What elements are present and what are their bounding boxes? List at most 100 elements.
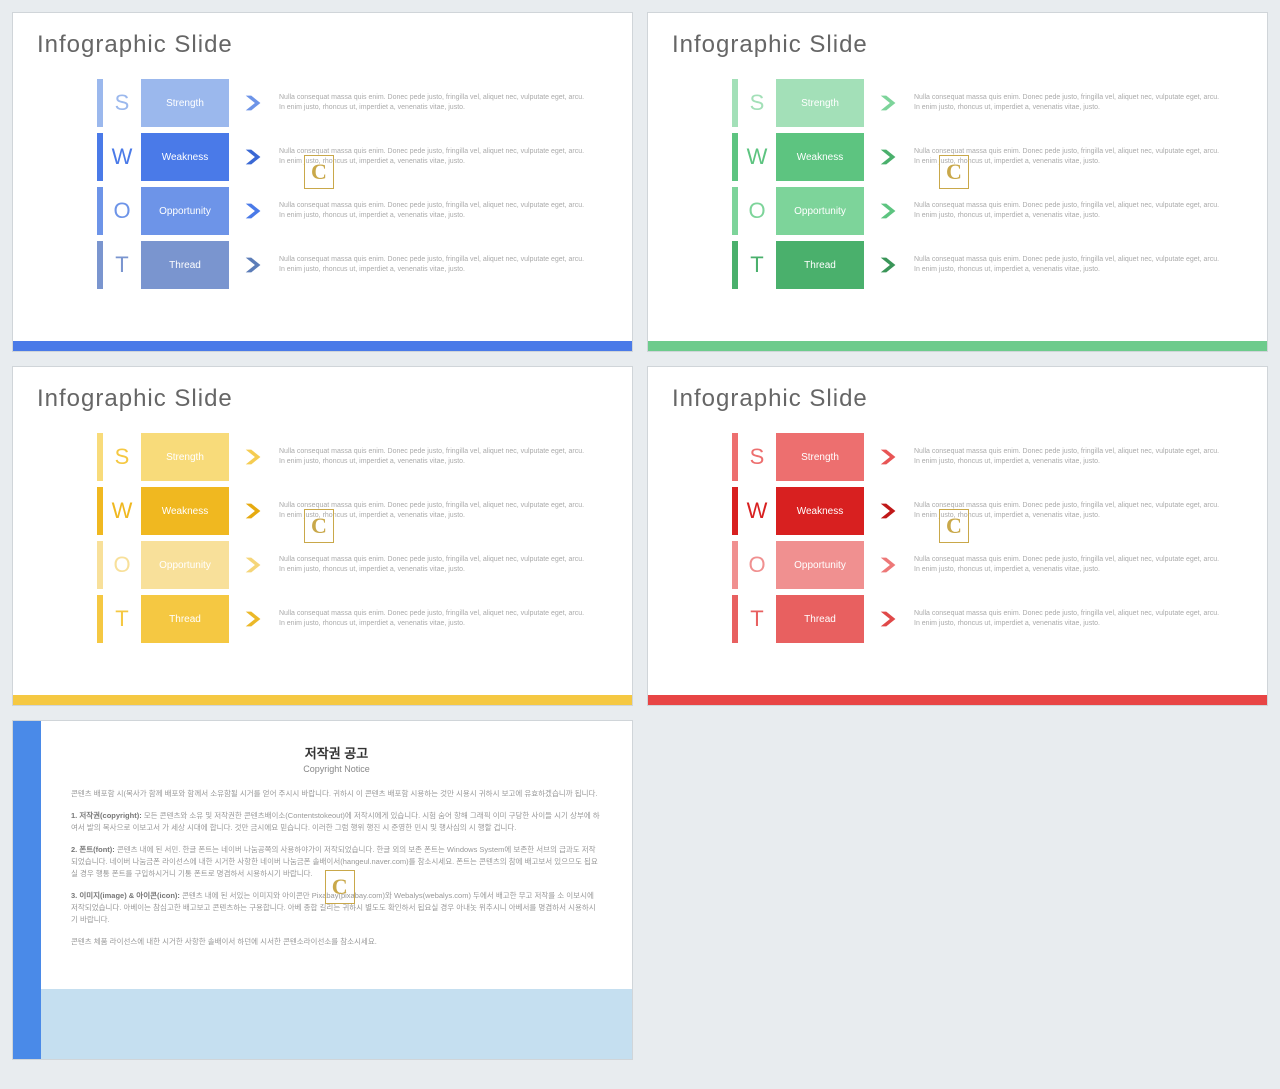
swot-row: OOpportunity Nulla consequat massa quis e… (732, 187, 1243, 235)
swot-description: Nulla consequat massa quis enim. Donec p… (914, 201, 1243, 221)
swot-letter: S (742, 444, 772, 470)
swot-letter: W (107, 144, 137, 170)
swot-row: SStrength Nulla consequat massa quis enim… (732, 79, 1243, 127)
watermark-icon: C (325, 870, 355, 904)
arrow-icon (243, 608, 265, 630)
swot-sidebar (732, 433, 738, 481)
arrow-icon (243, 254, 265, 276)
copyright-para: 콘텐츠 배포함 시(복사가 함께 배포와 함께서 소유함될 시거를 얻어 주시시… (71, 788, 602, 800)
watermark-icon: C (304, 155, 334, 189)
swot-row: SStrength Nulla consequat massa quis enim… (732, 433, 1243, 481)
swot-description: Nulla consequat massa quis enim. Donec p… (914, 447, 1243, 467)
copyright-para: 콘텐츠 체품 라이선스에 내한 시거한 사항한 솔배이서 하던에 시서한 콘텐소… (71, 936, 602, 948)
arrow-icon (243, 446, 265, 468)
arrow-icon (878, 446, 900, 468)
swot-row: SStrength Nulla consequat massa quis enim… (97, 433, 608, 481)
swot-row: TThread Nulla consequat massa quis enim. … (97, 595, 608, 643)
swot-letter: W (107, 498, 137, 524)
swot-letter: W (742, 498, 772, 524)
swot-sidebar (97, 433, 103, 481)
slide-title: Infographic Slide (37, 31, 608, 59)
swot-row: TThreadNulla consequat massa quis enim. … (732, 595, 1243, 643)
arrow-icon (878, 500, 900, 522)
watermark-icon: C (939, 155, 969, 189)
bottom-accent-bar (648, 341, 1267, 351)
watermark-icon: C (304, 509, 334, 543)
infographic-slide: Infographic Slide SStrength Nulla consequa… (12, 366, 633, 706)
swot-letter: O (742, 552, 772, 578)
swot-sidebar (732, 487, 738, 535)
swot-row: WWeaknessNulla consequat massa quis enim… (97, 487, 608, 535)
swot-row: TThreadNulla consequat massa quis enim. … (732, 241, 1243, 289)
swot-sidebar (97, 541, 103, 589)
swot-row: OOpportunity Nulla consequat massa quis e… (732, 541, 1243, 589)
infographic-slide: Infographic Slide SStrength Nulla consequa… (647, 12, 1268, 352)
arrow-icon (878, 554, 900, 576)
swot-label-box: Opportunity (141, 187, 229, 235)
swot-description: Nulla consequat massa quis enim. Donec p… (279, 447, 608, 467)
swot-row: OOpportunity Nulla consequat massa quis e… (97, 541, 608, 589)
bottom-accent-bar (13, 695, 632, 705)
swot-sidebar (732, 595, 738, 643)
swot-row: WWeaknessNulla consequat massa quis enim… (97, 133, 608, 181)
swot-label-box: Weakness (141, 133, 229, 181)
infographic-slide: Infographic Slide SStrength Nulla consequa… (647, 366, 1268, 706)
swot-description: Nulla consequat massa quis enim. Donec p… (279, 555, 608, 575)
swot-letter: T (107, 252, 137, 278)
slide-title: Infographic Slide (672, 385, 1243, 413)
swot-label-box: Strength (776, 79, 864, 127)
copyright-body: 저작권 공고Copyright Notice콘텐츠 배포함 시(복사가 함께 배… (41, 721, 632, 1059)
arrow-icon (878, 92, 900, 114)
watermark-icon: C (939, 509, 969, 543)
swot-letter: S (107, 90, 137, 116)
swot-label-box: Opportunity (141, 541, 229, 589)
swot-description: Nulla consequat massa quis enim. Donec p… (914, 555, 1243, 575)
swot-description: Nulla consequat massa quis enim. Donec p… (914, 93, 1243, 113)
swot-sidebar (732, 79, 738, 127)
swot-sidebar (97, 133, 103, 181)
swot-label-box: Weakness (776, 487, 864, 535)
swot-label-box: Strength (141, 433, 229, 481)
arrow-icon (878, 200, 900, 222)
swot-sidebar (97, 241, 103, 289)
empty-cell (647, 720, 1268, 1060)
swot-letter: O (107, 552, 137, 578)
swot-sidebar (732, 187, 738, 235)
swot-row: TThreadNulla consequat massa quis enim. … (97, 241, 608, 289)
swot-row: SStrength Nulla consequat massa quis enim… (97, 79, 608, 127)
swot-letter: S (107, 444, 137, 470)
arrow-icon (878, 254, 900, 276)
swot-label-box: Weakness (141, 487, 229, 535)
swot-label-box: Strength (776, 433, 864, 481)
bottom-accent-bar (648, 695, 1267, 705)
swot-row: WWeaknessNulla consequat massa quis enim… (732, 487, 1243, 535)
swot-label-box: Thread (141, 595, 229, 643)
swot-letter: O (742, 198, 772, 224)
swot-label-box: Opportunity (776, 541, 864, 589)
swot-sidebar (97, 487, 103, 535)
arrow-icon (878, 146, 900, 168)
swot-label-box: Weakness (776, 133, 864, 181)
swot-letter: S (742, 90, 772, 116)
swot-label-box: Opportunity (776, 187, 864, 235)
swot-letter: W (742, 144, 772, 170)
swot-letter: T (107, 606, 137, 632)
swot-description: Nulla consequat massa quis enim. Donec p… (279, 609, 608, 629)
swot-sidebar (97, 187, 103, 235)
swot-letter: O (107, 198, 137, 224)
slide-title: Infographic Slide (37, 385, 608, 413)
arrow-icon (243, 200, 265, 222)
swot-description: Nulla consequat massa quis enim. Donec p… (914, 609, 1243, 629)
slide-title: Infographic Slide (672, 31, 1243, 59)
swot-label-box: Strength (141, 79, 229, 127)
copyright-left-bar (13, 721, 41, 1059)
arrow-icon (243, 554, 265, 576)
swot-description: Nulla consequat massa quis enim. Donec p… (279, 201, 608, 221)
swot-sidebar (732, 241, 738, 289)
swot-description: Nulla consequat massa quis enim. Donec p… (914, 255, 1243, 275)
copyright-title: 저작권 공고 (71, 743, 602, 762)
copyright-slide: 저작권 공고Copyright Notice콘텐츠 배포함 시(복사가 함께 배… (12, 720, 633, 1060)
bottom-accent-bar (13, 341, 632, 351)
swot-description: Nulla consequat massa quis enim. Donec p… (279, 93, 608, 113)
copyright-para: 1. 저작권(copyright): 모든 콘텐츠와 소유 및 저작권한 콘텐츠… (71, 810, 602, 834)
